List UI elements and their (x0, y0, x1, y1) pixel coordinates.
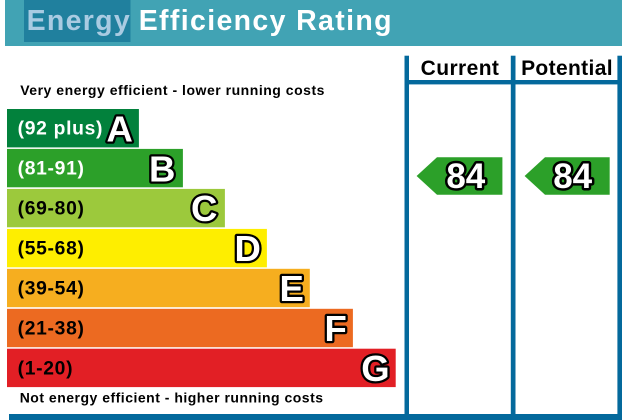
svg-text:Energy: Energy (27, 5, 131, 37)
svg-text:D: D (234, 228, 260, 269)
svg-text:84: 84 (446, 157, 485, 196)
svg-text:A: A (106, 108, 132, 149)
svg-text:Efficiency Rating: Efficiency Rating (139, 5, 393, 37)
svg-text:Current: Current (421, 57, 500, 80)
svg-text:84: 84 (553, 157, 592, 196)
svg-text:E: E (279, 268, 303, 309)
svg-text:F: F (325, 308, 347, 349)
svg-text:(39-54): (39-54) (18, 279, 85, 300)
svg-text:G: G (361, 348, 389, 389)
svg-text:Potential: Potential (521, 57, 613, 80)
svg-text:(1-20): (1-20) (18, 358, 74, 379)
svg-text:B: B (149, 148, 175, 189)
svg-text:(69-80): (69-80) (18, 199, 85, 220)
svg-text:C: C (191, 188, 217, 229)
svg-text:(81-91): (81-91) (18, 159, 85, 180)
svg-text:Very energy efficient - lower: Very energy efficient - lower running co… (20, 82, 325, 98)
svg-text:(55-68): (55-68) (18, 239, 85, 260)
svg-text:(21-38): (21-38) (18, 319, 85, 340)
svg-text:Not energy efficient - higher: Not energy efficient - higher running co… (20, 390, 324, 406)
svg-text:(92 plus): (92 plus) (18, 119, 104, 140)
